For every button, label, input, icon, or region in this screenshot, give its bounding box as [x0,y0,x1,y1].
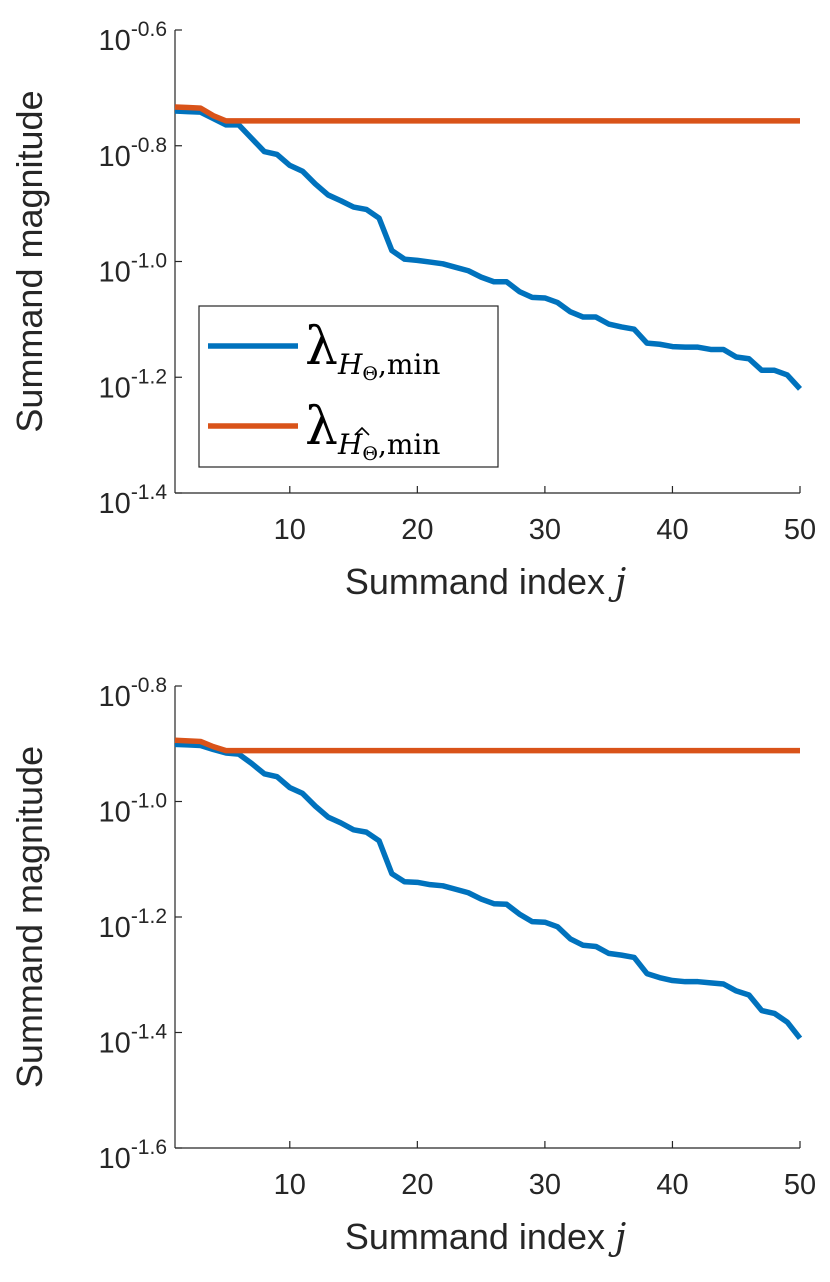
legend: λHΘ,min λHΘ,min [198,305,499,468]
y-tick-label: 10-1.6 [99,1136,167,1175]
x-tick-label: 50 [784,514,816,546]
x-tick-label: 20 [401,514,433,546]
y-tick-label: 10-1.0 [99,790,167,829]
x-tick-label: 50 [784,1169,816,1201]
chart-panel-2: 10-0.8 10-1.0 10-1.2 10-1.4 10-1.6 10 20 30 40 50… [9,674,816,1258]
y-tick-label: 10-0.6 [99,18,167,57]
y-tick-label: 10-1.0 [99,250,167,289]
series-line-2 [174,737,800,754]
legend-entry-2: λHΘ,min [305,397,440,465]
x-tick-label: 30 [529,1169,561,1201]
x-tick-label: 10 [274,514,306,546]
legend-box [198,305,499,468]
y-axis-label: Summand magnitude [9,746,50,1088]
y-axis-label: Summand magnitude [9,90,50,432]
y-tick-label: 10-1.2 [99,905,167,944]
x-tick-label: 40 [656,514,688,546]
y-tick-label: 10-0.8 [99,674,167,713]
x-tick-label: 20 [401,1169,433,1201]
series-line-1 [174,108,803,391]
hat-accent [354,426,370,436]
series-line-2 [174,104,800,124]
series-line-1 [174,741,803,1040]
y-tick-label: 10-1.4 [99,481,168,520]
legend-entry-1: λHΘ,min [305,317,440,385]
x-tick-label: 30 [529,514,561,546]
x-axis-label: Summand index j [345,1216,626,1258]
y-tick-label: 10-1.4 [99,1021,168,1060]
x-tick-label: 10 [274,1169,306,1201]
y-tick-label: 10-0.8 [99,134,167,173]
x-axis-label: Summand index j [345,561,626,603]
chart-panel-1: 10-0.6 10-0.8 10-1.0 10-1.2 10-1.4 10 20 30 40 50… [9,18,816,603]
y-tick-label: 10-1.2 [99,365,167,404]
x-tick-label: 40 [656,1169,688,1201]
